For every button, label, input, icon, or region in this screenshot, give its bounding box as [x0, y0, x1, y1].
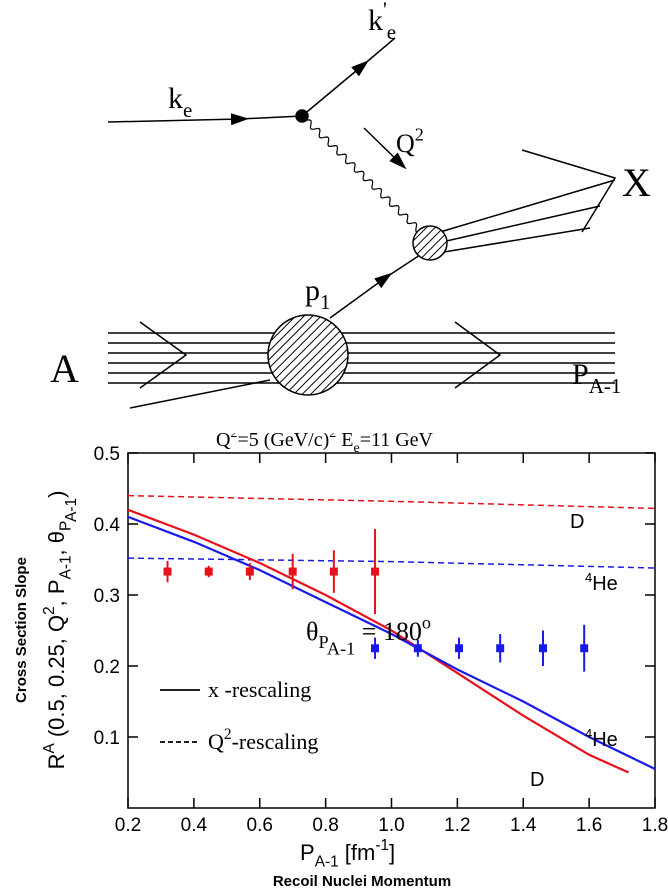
annotation-part: = 180 [355, 617, 422, 646]
annotation-part: θ [306, 617, 318, 646]
x-axis-label-part: -1 [375, 837, 389, 854]
y-tick-label: 0.4 [94, 515, 121, 536]
x-axis-outer-label: Recoil Nuclei Momentum [273, 873, 451, 890]
data-point [245, 567, 254, 576]
x-axis-label-part: A-1 [315, 854, 339, 871]
x-tick-label: 1.4 [510, 815, 537, 836]
y-tick-label: 0.2 [94, 657, 120, 678]
y-axis-label-part: P [58, 521, 75, 531]
label-q-part: 2 [415, 124, 424, 144]
curve-label: D [530, 769, 544, 791]
label-recoil-part: A-1 [589, 374, 622, 398]
data-point [288, 567, 297, 576]
x-tick-label: 1.0 [378, 815, 404, 836]
chart-title-part: =5 (GeV/c) [237, 429, 329, 451]
legend-label-part: 2 [224, 726, 232, 743]
legend-label-part: Q [208, 729, 224, 754]
curve-label: 4He [585, 570, 618, 595]
y-axis-outer-label: Cross Section Slope [13, 557, 30, 703]
annotation-part: P [318, 632, 328, 652]
x-tick-label: 0.8 [312, 815, 338, 836]
x-tick-label: 1.8 [642, 815, 668, 836]
y-tick-label: 0.5 [94, 444, 120, 465]
data-point [204, 567, 213, 576]
data-point [496, 644, 505, 653]
label-k-out-part: ' [383, 0, 387, 22]
y-axis-label-part: , P [44, 579, 69, 606]
x-tick-label: 1.2 [444, 815, 470, 836]
y-axis-label-part: A [41, 743, 58, 754]
label-k-out-part: k [368, 4, 383, 37]
curve-label-part: He [592, 729, 618, 751]
y-tick-label: 0.1 [94, 728, 120, 749]
x-tick-label: 0.4 [181, 815, 208, 836]
y-axis-label-part: A-1 [58, 555, 75, 579]
y-axis-label-part: (0.5, 0.25, Q [44, 615, 69, 743]
data-point [329, 567, 338, 576]
chart-title-part: 2 [329, 426, 336, 441]
label-p1-part: 1 [320, 290, 331, 314]
annotation-part: o [422, 612, 431, 632]
x-axis-label: PA-1 [fm-1] [300, 837, 395, 871]
curve [127, 508, 630, 774]
data-point [371, 644, 380, 653]
legend-label: x -rescaling [208, 677, 311, 702]
chart-title-part: =11 GeV [360, 429, 434, 451]
curve [127, 515, 656, 770]
curve-label-part: D [530, 769, 544, 791]
y-axis-label-part: ) [44, 491, 69, 498]
x-tick-label: 0.2 [115, 815, 141, 836]
y-tick-label: 0.3 [94, 586, 120, 607]
label-p1-part: p [305, 274, 320, 307]
data-point [413, 644, 422, 653]
x-tick-label: 0.6 [247, 815, 273, 836]
label-k-out-part: e [387, 20, 396, 44]
curve [127, 494, 656, 510]
x-axis-label-part: ] [389, 840, 395, 865]
label-recoil-part: P [572, 358, 589, 391]
label-q-part: Q [396, 129, 415, 158]
data-point [539, 644, 548, 653]
label-k-in: ke [168, 82, 192, 122]
chart-title-part: Q [216, 429, 231, 451]
data-point [580, 644, 589, 653]
y-axis-label-part: , θ [44, 531, 69, 555]
chart-title-part: E [336, 429, 353, 451]
legend-label: Q2-rescaling [208, 726, 318, 754]
chart-title: Q2=5 (GeV/c)2 Ee=11 GeV [216, 426, 434, 456]
label-x: X [622, 160, 651, 205]
curve-label: 4He [585, 726, 618, 751]
curve-label-part: 4 [585, 726, 592, 741]
annotation: θPA-1 = 180o [306, 612, 431, 658]
chart-title-part: 2 [230, 426, 237, 441]
legend-label-part: -rescaling [232, 729, 319, 754]
label-k-in-part: e [183, 98, 192, 122]
label-recoil: PA-1 [572, 358, 621, 398]
y-axis-label-part: R [44, 754, 69, 770]
curve-label-part: D [570, 511, 584, 533]
curve-label: D [570, 511, 584, 533]
label-p1: p1 [305, 274, 331, 314]
label-a: A [50, 346, 79, 391]
chart-title-part: e [353, 441, 359, 456]
y-axis-label-part: 2 [41, 606, 58, 615]
curve-label-part: He [592, 573, 618, 595]
data-point [163, 567, 172, 576]
y-axis-label: RA (0.5, 0.25, Q2, PA-1, θPA-1) [41, 491, 80, 770]
curve-label-part: 4 [585, 570, 592, 585]
curve [127, 557, 656, 569]
label-q: Q2 [396, 124, 424, 158]
x-axis-label-part: P [300, 840, 315, 865]
y-axis-label-part: A-1 [63, 498, 80, 522]
data-point [371, 567, 380, 576]
diagram [107, 37, 617, 409]
x-axis-label-part: [fm [339, 840, 376, 865]
x-tick-label: 1.6 [576, 815, 602, 836]
annotation-part: A-1 [327, 638, 355, 658]
data-point [455, 644, 464, 653]
label-k-in-part: k [168, 82, 183, 115]
label-k-out: k'e [368, 0, 396, 44]
